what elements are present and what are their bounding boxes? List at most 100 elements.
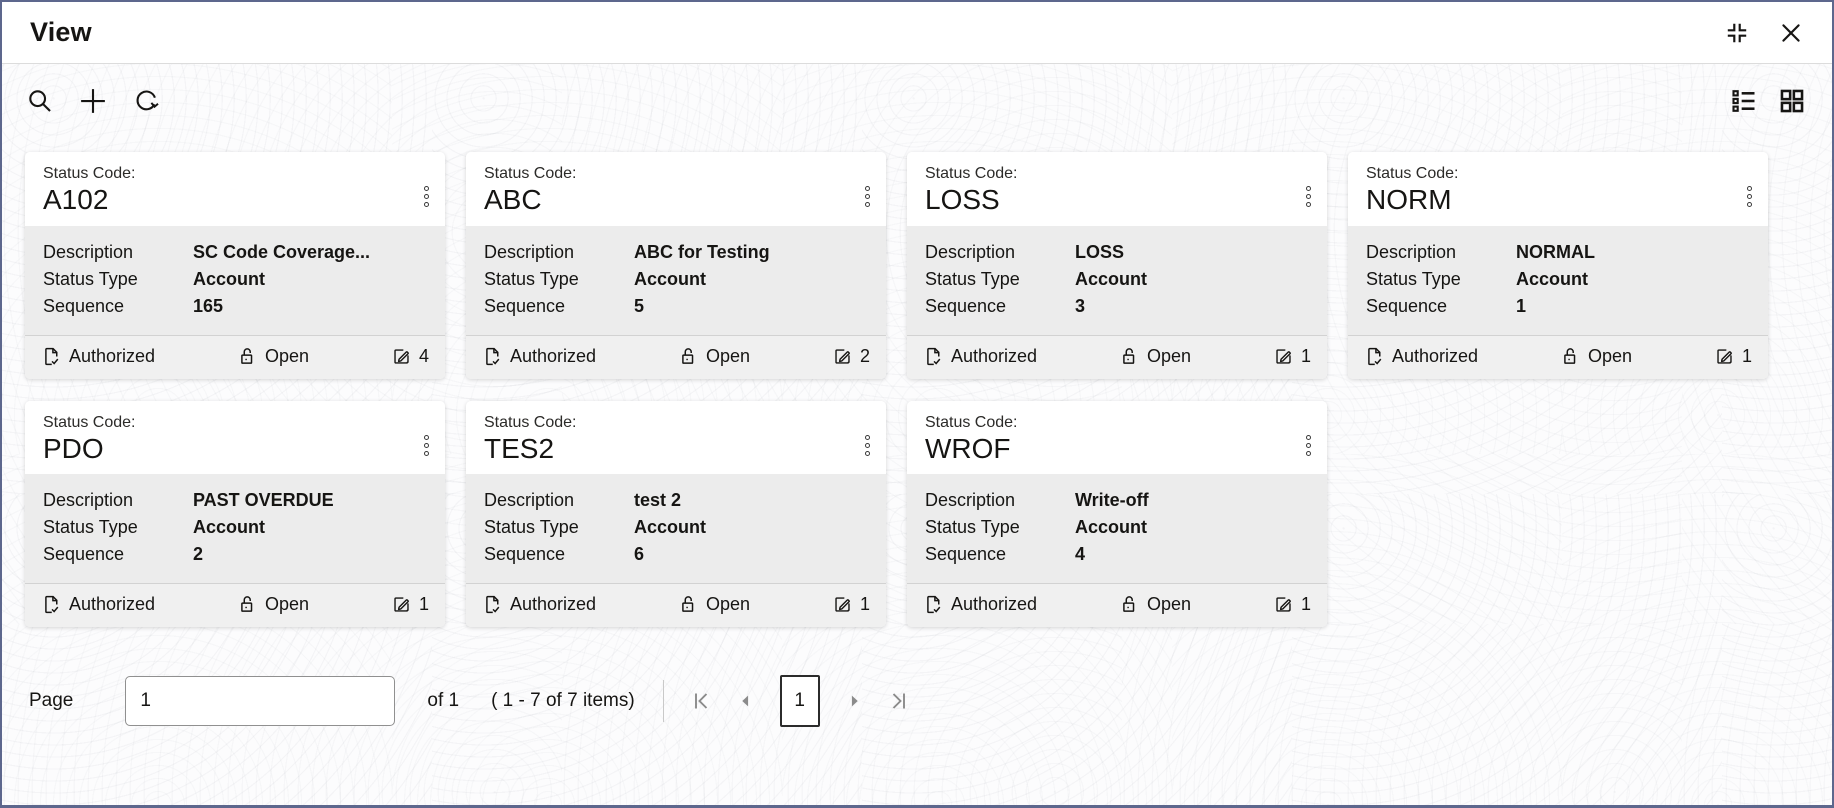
status-code-value: NORM (1366, 184, 1452, 215)
status-card[interactable]: Status Code: WROF Description Write-off … (907, 400, 1327, 628)
status-card[interactable]: Status Code: NORM Description NORMAL Sta… (1348, 152, 1768, 379)
card-header: Status Code: NORM (1348, 152, 1768, 226)
edit-icon (1714, 346, 1735, 367)
authorization-status: Authorized (41, 346, 155, 367)
sequence-label: Sequence (925, 544, 1007, 565)
plus-icon (78, 86, 108, 116)
status-type-row: Status Type Account (1366, 266, 1750, 293)
card-footer: Authorized Open (25, 583, 445, 628)
modification-count: 1 (1273, 594, 1311, 615)
status-type-row: Status Type Account (484, 266, 868, 293)
status-card[interactable]: Status Code: LOSS Description LOSS Statu… (907, 152, 1327, 379)
sequence-row: Sequence 2 (43, 541, 427, 568)
status-type-label: Status Type (925, 268, 1020, 289)
status-code-label: Status Code: (43, 413, 136, 431)
authorization-status: Authorized (923, 594, 1037, 615)
previous-page-button[interactable] (732, 687, 760, 715)
page-input[interactable] (125, 676, 396, 727)
authorization-status-text: Authorized (510, 345, 597, 366)
description-row: Description NORMAL (1366, 239, 1750, 266)
record-status-text: Open (265, 345, 310, 366)
status-code-label: Status Code: (43, 165, 136, 182)
next-page-icon (844, 691, 864, 711)
next-page-button[interactable] (840, 687, 868, 715)
description-label: Description (43, 241, 134, 262)
card-header: Status Code: WROF (907, 400, 1327, 475)
card-body: Description PAST OVERDUE Status Type Acc… (25, 474, 445, 584)
modification-count-value: 1 (859, 594, 870, 615)
description-value: SC Code Coverage... (193, 241, 371, 262)
document-check-icon (923, 594, 944, 615)
toolbar-right (1730, 87, 1806, 115)
refresh-button[interactable] (132, 87, 160, 115)
status-type-row: Status Type Account (925, 514, 1309, 541)
description-row: Description test 2 (484, 487, 868, 514)
card-menu-button[interactable] (420, 182, 433, 211)
status-type-label: Status Type (484, 517, 579, 538)
kebab-icon (424, 186, 429, 191)
card-menu-button[interactable] (861, 182, 874, 211)
status-card[interactable]: Status Code: PDO Description PAST OVERDU… (25, 400, 445, 628)
last-page-button[interactable] (882, 685, 914, 717)
sequence-label: Sequence (484, 295, 566, 316)
description-label: Description (925, 241, 1016, 262)
description-row: Description Write-off (925, 487, 1309, 514)
status-code-label: Status Code: (484, 165, 577, 182)
record-status: Open (237, 346, 309, 367)
status-type-value: Account (1075, 517, 1147, 538)
status-card[interactable]: Status Code: ABC Description ABC for Tes… (466, 152, 886, 379)
toolbar-left (26, 86, 160, 116)
sequence-value: 4 (1075, 544, 1086, 565)
search-button[interactable] (26, 87, 54, 115)
unlock-icon (1119, 346, 1140, 367)
status-card[interactable]: Status Code: TES2 Description test 2 Sta… (466, 400, 886, 628)
first-page-button[interactable] (686, 685, 718, 717)
authorization-status: Authorized (482, 346, 596, 367)
add-button[interactable] (78, 86, 108, 116)
kebab-icon (865, 186, 870, 191)
status-type-value: Account (193, 268, 265, 289)
grid-view-button[interactable] (1778, 87, 1806, 115)
record-status-text: Open (706, 345, 751, 366)
record-status-text: Open (1147, 594, 1192, 615)
description-label: Description (484, 490, 575, 511)
card-menu-button[interactable] (1302, 182, 1315, 211)
page-title: View (30, 17, 92, 47)
modification-count-value: 1 (1300, 345, 1311, 366)
list-view-button[interactable] (1730, 87, 1758, 115)
window-buttons (1724, 20, 1804, 46)
current-page-box[interactable]: 1 (779, 675, 820, 728)
authorization-status: Authorized (482, 594, 596, 615)
modification-count: 1 (1273, 346, 1311, 367)
unlock-icon (1560, 346, 1581, 367)
description-label: Description (1366, 241, 1457, 262)
sequence-value: 165 (193, 295, 224, 316)
card-menu-button[interactable] (1743, 182, 1756, 211)
status-code-label: Status Code: (484, 413, 577, 431)
sequence-label: Sequence (484, 544, 566, 565)
collapse-window-button[interactable] (1724, 20, 1750, 46)
description-row: Description SC Code Coverage... (43, 239, 427, 266)
card-header: Status Code: ABC (466, 152, 886, 226)
card-footer: Authorized Open (907, 583, 1327, 628)
modification-count-value: 4 (418, 345, 429, 366)
modification-count: 1 (1714, 346, 1752, 367)
record-status-text: Open (1588, 345, 1633, 366)
card-footer: Authorized Open (907, 334, 1327, 379)
previous-page-icon (736, 691, 756, 711)
description-value: Write-off (1075, 490, 1149, 511)
edit-icon (391, 594, 412, 615)
modification-count: 1 (391, 594, 429, 615)
close-window-button[interactable] (1778, 20, 1804, 46)
description-value: ABC for Testing (634, 241, 770, 262)
card-menu-button[interactable] (861, 431, 874, 460)
status-type-row: Status Type Account (484, 514, 868, 541)
status-card[interactable]: Status Code: A102 Description SC Code Co… (25, 152, 445, 379)
card-menu-button[interactable] (1302, 431, 1315, 460)
sequence-label: Sequence (1366, 295, 1448, 316)
pagination-divider (662, 680, 664, 723)
description-value: PAST OVERDUE (193, 490, 334, 511)
status-type-row: Status Type Account (43, 266, 427, 293)
grid-view-icon (1778, 87, 1806, 115)
card-menu-button[interactable] (420, 431, 433, 460)
